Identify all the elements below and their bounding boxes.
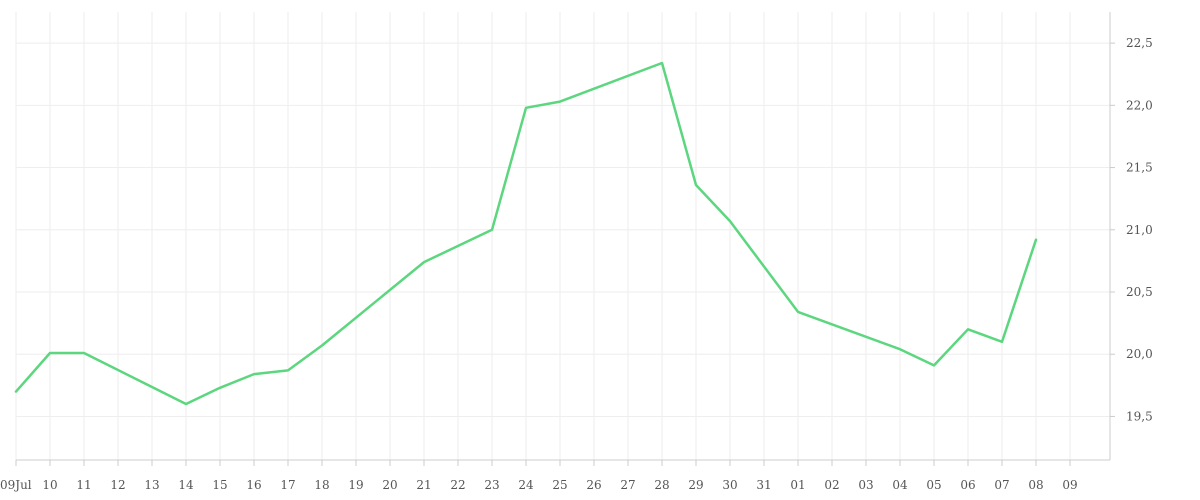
y-tick-label: 22,5	[1126, 36, 1153, 50]
x-tick-label: 02	[824, 478, 839, 492]
x-tick-label: 03	[858, 478, 873, 492]
x-tick-label: 09Jul	[0, 478, 32, 492]
x-tick-label: 16	[246, 478, 261, 492]
x-tick-label: 27	[620, 478, 635, 492]
x-tick-label: 22	[450, 478, 465, 492]
series-line	[14, 61, 1038, 406]
x-tick-label: 05	[926, 478, 941, 492]
x-tick-label: 04	[892, 478, 908, 492]
x-tick-label: 09	[1062, 478, 1077, 492]
x-tick-label: 26	[586, 478, 601, 492]
y-axis-ticks: 19,5 20,0 20,5 21,0 21,5 22,0 22,5	[1110, 36, 1153, 423]
x-tick-label: 17	[280, 478, 295, 492]
x-tick-label: 06	[960, 478, 975, 492]
x-tick-label: 10	[42, 478, 57, 492]
y-tick-label: 19,5	[1126, 409, 1153, 423]
x-tick-label: 20	[382, 478, 397, 492]
grid	[15, 12, 1110, 460]
x-tick-label: 07	[994, 478, 1009, 492]
x-tick-label: 28	[654, 478, 669, 492]
x-tick-label: 31	[756, 478, 771, 492]
x-tick-label: 13	[144, 478, 159, 492]
y-tick-label: 20,5	[1126, 285, 1153, 299]
y-tick-label: 21,5	[1126, 161, 1153, 175]
y-tick-label: 21,0	[1126, 223, 1153, 237]
x-tick-label: 18	[314, 478, 329, 492]
x-tick-label: 11	[76, 478, 91, 492]
x-axis-ticks: 09Jul 10 11 12 13 14 15 16 17 18 19 20 21 22 23 24 25 26 2…	[0, 460, 1078, 492]
x-tick-label: 24	[518, 478, 534, 492]
x-tick-label: 29	[688, 478, 703, 492]
x-tick-label: 19	[348, 478, 363, 492]
y-tick-label: 20,0	[1126, 347, 1153, 361]
axes	[16, 12, 1111, 461]
x-tick-label: 15	[212, 478, 227, 492]
x-tick-label: 21	[416, 478, 431, 492]
x-tick-label: 14	[178, 478, 194, 492]
y-tick-label: 22,0	[1126, 98, 1153, 112]
x-tick-label: 12	[110, 478, 125, 492]
series-group	[14, 61, 1038, 406]
x-tick-label: 25	[552, 478, 567, 492]
x-tick-label: 30	[722, 478, 737, 492]
x-tick-label: 01	[790, 478, 805, 492]
x-tick-label: 23	[484, 478, 499, 492]
x-tick-label: 08	[1028, 478, 1043, 492]
